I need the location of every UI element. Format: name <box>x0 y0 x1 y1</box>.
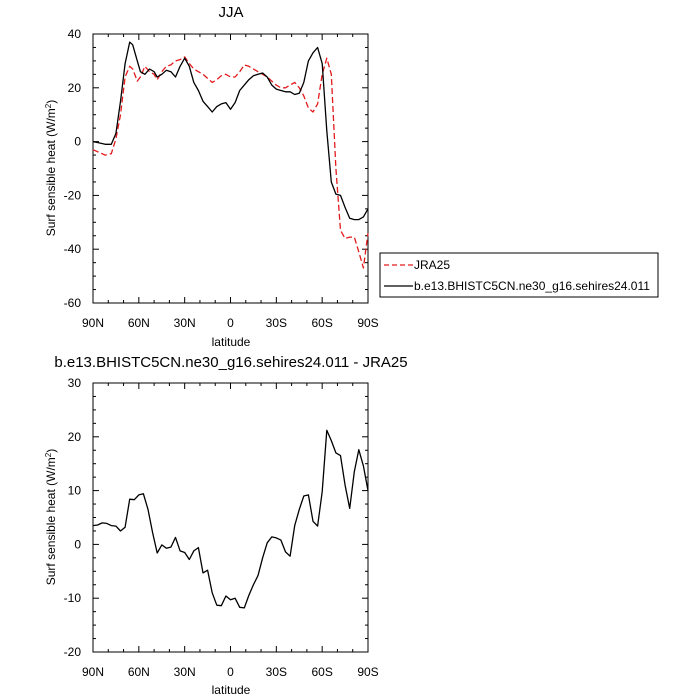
top-legend: JRA25 b.e13.BHISTC5CN.ne30_g16.sehires24… <box>379 252 659 298</box>
y-tick-label: 40 <box>68 27 82 41</box>
y-tick-label: 0 <box>74 135 81 149</box>
legend-box <box>379 252 659 298</box>
y-tick-label: 10 <box>68 484 82 498</box>
bottom-y-axis: -20 -10 0 10 20 30 <box>64 376 368 659</box>
x-tick-label: 90N <box>82 665 104 679</box>
series-line-difference <box>92 429 369 609</box>
bottom-chart-title: b.e13.BHISTC5CN.ne30_g16.sehires24.011 -… <box>54 354 407 371</box>
bottom-chart: b.e13.BHISTC5CN.ne30_g16.sehires24.011 -… <box>44 354 408 697</box>
x-tick-label: 90S <box>357 316 378 330</box>
y-tick-label: -40 <box>64 242 82 256</box>
legend-label-jra25: JRA25 <box>414 258 450 272</box>
x-tick-label: 0 <box>227 316 234 330</box>
bottom-x-axis: 90N 60N 30N 0 30S 60S 90S <box>82 383 379 679</box>
top-y-axis-label: Surf sensible heat (W/m2) <box>44 100 58 237</box>
x-tick-label: 90S <box>357 665 378 679</box>
x-tick-label: 30N <box>174 316 196 330</box>
top-chart-title: JJA <box>218 4 243 21</box>
bottom-x-axis-label: latitude <box>212 683 251 697</box>
bottom-y-axis-label: Surf sensible heat (W/m2) <box>44 449 58 586</box>
legend-label-model: b.e13.BHISTC5CN.ne30_g16.sehires24.011 <box>414 279 650 293</box>
bottom-plot-frame <box>92 382 369 653</box>
y-tick-label: 30 <box>68 376 82 390</box>
y-tick-label: -20 <box>64 645 82 659</box>
x-tick-label: 30S <box>266 316 287 330</box>
top-x-axis-label: latitude <box>212 335 251 349</box>
series-line-b-e13-bhistc5cn-ne30-g16-sehires24-011 <box>92 41 369 221</box>
y-tick-label: -10 <box>64 591 82 605</box>
x-tick-label: 30N <box>174 665 196 679</box>
x-tick-label: 60S <box>311 665 332 679</box>
x-tick-label: 60N <box>128 665 150 679</box>
x-tick-label: 60S <box>311 316 332 330</box>
top-chart: JJA -60 -40 -20 0 20 40 90N 60N 30N 0 30S 60S 90S l… <box>44 4 659 349</box>
y-tick-label: 20 <box>68 430 82 444</box>
y-tick-label: 0 <box>74 537 81 551</box>
top-plot-lines <box>92 41 369 269</box>
x-tick-label: 30S <box>266 665 287 679</box>
x-tick-label: 90N <box>82 316 104 330</box>
series-line-jra25 <box>92 56 369 269</box>
y-tick-label: -60 <box>64 296 82 310</box>
x-tick-label: 60N <box>128 316 150 330</box>
bottom-plot-lines <box>92 429 369 609</box>
y-tick-label: 20 <box>68 81 82 95</box>
x-tick-label: 0 <box>227 665 234 679</box>
top-x-axis: 90N 60N 30N 0 30S 60S 90S <box>82 34 379 330</box>
y-tick-label: -20 <box>64 188 82 202</box>
